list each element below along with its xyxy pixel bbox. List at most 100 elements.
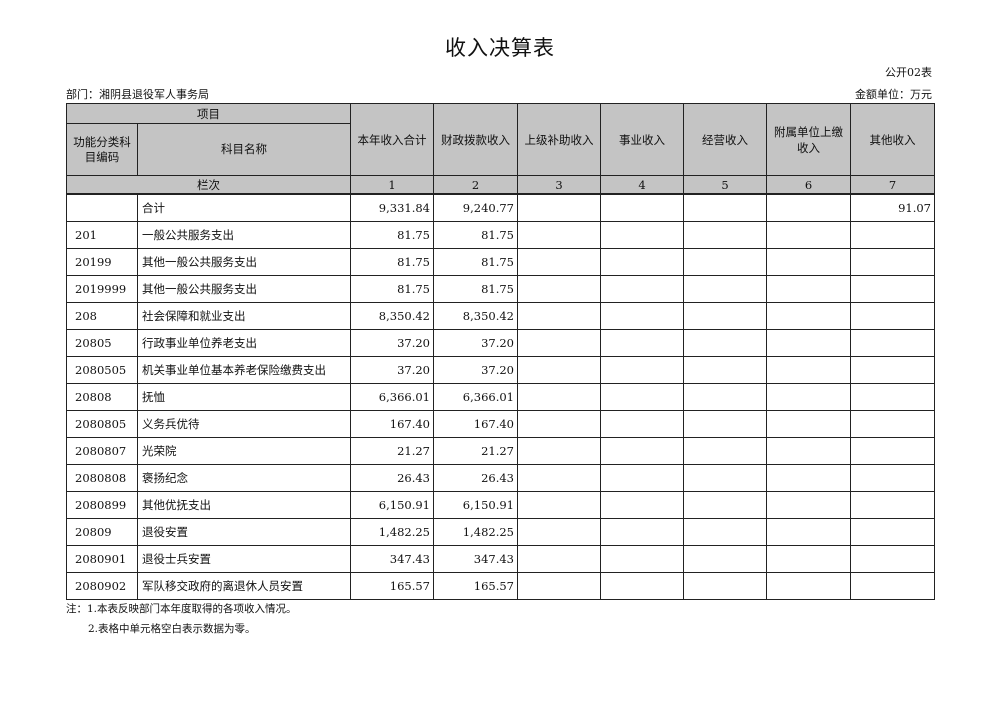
amount-cell xyxy=(850,545,935,573)
amount-cell: 21.27 xyxy=(350,437,434,465)
notes: 注：1.本表反映部门本年度取得的各项收入情况。 2.表格中单元格空白表示数据为零… xyxy=(66,599,297,639)
seq-number: 7 xyxy=(850,175,935,195)
func-code: 2080899 xyxy=(66,491,138,519)
amount-cell xyxy=(850,275,935,303)
amount-cell xyxy=(850,572,935,600)
amount-cell xyxy=(766,464,851,492)
amount-cell xyxy=(766,572,851,600)
amount-cell: 6,150.91 xyxy=(433,491,518,519)
amount-cell xyxy=(600,275,684,303)
amount-cell xyxy=(683,437,767,465)
subject-name: 行政事业单位养老支出 xyxy=(137,329,351,357)
table-row: 20805 行政事业单位养老支出 37.20 37.20 xyxy=(66,329,935,357)
amount-cell xyxy=(600,437,684,465)
table-row: 合计 9,331.84 9,240.77 91.07 xyxy=(66,193,935,222)
amount-cell xyxy=(517,275,601,303)
amount-cell: 6,366.01 xyxy=(433,383,518,411)
amount-cell xyxy=(683,518,767,546)
amount-cell xyxy=(600,193,684,222)
seq-number: 2 xyxy=(433,175,518,195)
func-code: 2080808 xyxy=(66,464,138,492)
header-col: 其他收入 xyxy=(850,103,935,176)
header-item: 项目 xyxy=(66,103,351,124)
amount-cell: 37.20 xyxy=(433,329,518,357)
amount-cell: 9,240.77 xyxy=(433,193,518,222)
func-code: 201 xyxy=(66,221,138,249)
amount-cell xyxy=(850,437,935,465)
amount-cell xyxy=(517,518,601,546)
amount-cell: 26.43 xyxy=(433,464,518,492)
amount-cell: 165.57 xyxy=(433,572,518,600)
amount-cell xyxy=(850,302,935,330)
amount-cell xyxy=(766,383,851,411)
subject-name: 机关事业单位基本养老保险缴费支出 xyxy=(137,356,351,384)
table-row: 2080505 机关事业单位基本养老保险缴费支出 37.20 37.20 xyxy=(66,356,935,384)
table-row: 20199 其他一般公共服务支出 81.75 81.75 xyxy=(66,248,935,276)
amount-cell xyxy=(517,302,601,330)
func-code: 20809 xyxy=(66,518,138,546)
amount-cell xyxy=(683,221,767,249)
amount-cell xyxy=(766,302,851,330)
table-row: 20808 抚恤 6,366.01 6,366.01 xyxy=(66,383,935,411)
amount-cell xyxy=(600,221,684,249)
amount-cell xyxy=(850,221,935,249)
amount-cell: 37.20 xyxy=(350,356,434,384)
amount-cell: 6,150.91 xyxy=(350,491,434,519)
amount-cell xyxy=(517,248,601,276)
seq-number: 4 xyxy=(600,175,684,195)
table-row: 2080807 光荣院 21.27 21.27 xyxy=(66,437,935,465)
func-code: 2080805 xyxy=(66,410,138,438)
subject-name: 退役安置 xyxy=(137,518,351,546)
amount-cell: 165.57 xyxy=(350,572,434,600)
subject-name: 合计 xyxy=(137,193,351,222)
amount-cell xyxy=(683,410,767,438)
amount-cell: 21.27 xyxy=(433,437,518,465)
amount-cell: 81.75 xyxy=(433,221,518,249)
amount-cell xyxy=(683,275,767,303)
func-code: 2080902 xyxy=(66,572,138,600)
amount-cell xyxy=(683,464,767,492)
amount-cell: 1,482.25 xyxy=(433,518,518,546)
amount-cell xyxy=(766,356,851,384)
amount-cell xyxy=(850,383,935,411)
amount-cell: 81.75 xyxy=(350,248,434,276)
func-code: 208 xyxy=(66,302,138,330)
amount-cell xyxy=(766,518,851,546)
note: 2.表格中单元格空白表示数据为零。 xyxy=(88,623,256,635)
amount-cell xyxy=(517,356,601,384)
subject-name: 光荣院 xyxy=(137,437,351,465)
amount-cell xyxy=(600,329,684,357)
header-col: 本年收入合计 xyxy=(350,103,434,176)
subject-name: 社会保障和就业支出 xyxy=(137,302,351,330)
amount-cell: 9,331.84 xyxy=(350,193,434,222)
subject-name: 其他一般公共服务支出 xyxy=(137,248,351,276)
table-row: 2080805 义务兵优待 167.40 167.40 xyxy=(66,410,935,438)
amount-cell xyxy=(600,302,684,330)
header-col: 财政拨款收入 xyxy=(433,103,518,176)
amount-cell: 1,482.25 xyxy=(350,518,434,546)
amount-cell xyxy=(850,491,935,519)
amount-cell: 167.40 xyxy=(350,410,434,438)
amount-cell xyxy=(766,248,851,276)
subject-name: 退役士兵安置 xyxy=(137,545,351,573)
table-row: 2080901 退役士兵安置 347.43 347.43 xyxy=(66,545,935,573)
amount-cell xyxy=(683,248,767,276)
page-title: 收入决算表 xyxy=(445,36,555,60)
seq-number: 6 xyxy=(766,175,851,195)
func-code: 2080807 xyxy=(66,437,138,465)
amount-cell xyxy=(600,572,684,600)
amount-cell xyxy=(766,437,851,465)
amount-cell xyxy=(683,545,767,573)
amount-cell xyxy=(766,410,851,438)
subject-name: 一般公共服务支出 xyxy=(137,221,351,249)
func-code xyxy=(66,193,138,222)
amount-cell xyxy=(766,221,851,249)
subject-name: 其他一般公共服务支出 xyxy=(137,275,351,303)
header-col: 附属单位上缴收入 xyxy=(766,103,851,176)
table-row: 2019999 其他一般公共服务支出 81.75 81.75 xyxy=(66,275,935,303)
subject-name: 军队移交政府的离退休人员安置 xyxy=(137,572,351,600)
amount-cell xyxy=(517,410,601,438)
amount-cell xyxy=(517,437,601,465)
amount-cell xyxy=(683,302,767,330)
